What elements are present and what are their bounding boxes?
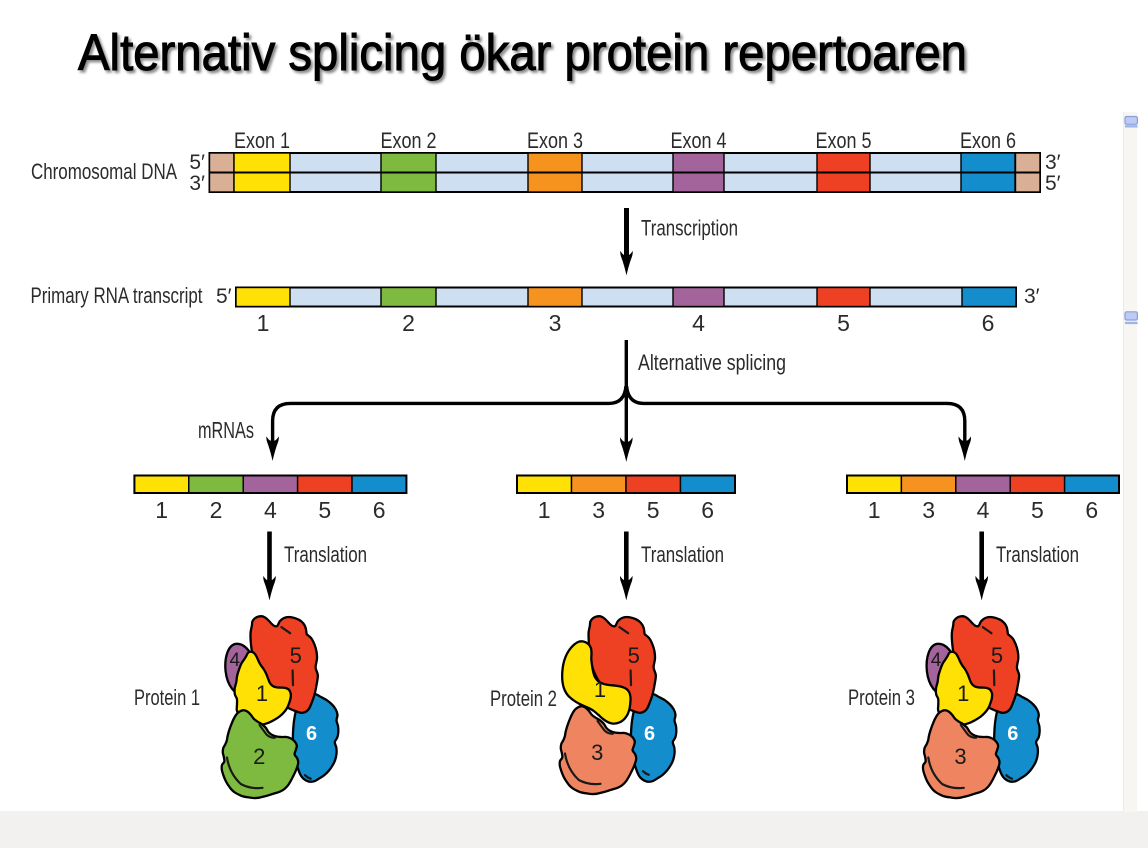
svg-text:5: 5 <box>628 643 640 668</box>
svg-text:1: 1 <box>257 310 270 336</box>
svg-text:2: 2 <box>402 310 415 336</box>
svg-text:Exon 5: Exon 5 <box>816 128 872 153</box>
svg-text:Translation: Translation <box>641 542 724 567</box>
svg-text:1: 1 <box>538 497 551 523</box>
svg-text:5: 5 <box>290 643 302 668</box>
svg-text:1: 1 <box>155 497 168 523</box>
svg-text:Exon 3: Exon 3 <box>527 128 583 153</box>
svg-text:5: 5 <box>837 310 850 336</box>
svg-text:6: 6 <box>1085 497 1098 523</box>
svg-text:2: 2 <box>253 744 265 769</box>
svg-text:4: 4 <box>931 650 942 671</box>
svg-text:Exon 2: Exon 2 <box>381 128 437 153</box>
svg-text:Translation: Translation <box>996 542 1079 567</box>
svg-text:Translation: Translation <box>284 542 367 567</box>
svg-text:mRNAs: mRNAs <box>198 417 254 443</box>
svg-text:Protein 3: Protein 3 <box>848 685 915 710</box>
svg-text:6: 6 <box>1007 723 1018 745</box>
svg-text:Chromosomal DNA: Chromosomal DNA <box>31 159 177 184</box>
svg-text:1: 1 <box>868 497 881 523</box>
svg-text:6: 6 <box>373 497 386 523</box>
svg-text:1: 1 <box>957 681 969 706</box>
svg-text:3: 3 <box>922 497 935 523</box>
svg-text:3: 3 <box>591 740 603 765</box>
svg-text:5: 5 <box>318 497 331 523</box>
svg-text:3′: 3′ <box>1045 151 1061 174</box>
svg-text:Exon 1: Exon 1 <box>234 128 290 153</box>
svg-text:6: 6 <box>306 723 317 745</box>
svg-text:5: 5 <box>647 497 660 523</box>
svg-text:Primary RNA transcript: Primary RNA transcript <box>31 283 203 308</box>
svg-text:Exon 4: Exon 4 <box>671 128 727 153</box>
svg-text:3: 3 <box>954 744 966 769</box>
svg-text:6: 6 <box>701 497 714 523</box>
svg-text:5: 5 <box>991 643 1003 668</box>
svg-text:Transcription: Transcription <box>641 216 738 241</box>
svg-text:Protein 2: Protein 2 <box>490 686 557 711</box>
svg-text:1: 1 <box>594 677 606 702</box>
svg-text:Protein 1: Protein 1 <box>134 685 200 710</box>
svg-text:3′: 3′ <box>1024 285 1040 308</box>
svg-text:3: 3 <box>549 310 562 336</box>
svg-text:4: 4 <box>977 497 990 523</box>
svg-text:5′: 5′ <box>189 151 205 174</box>
svg-text:Alternative splicing: Alternative splicing <box>638 350 786 375</box>
svg-text:5: 5 <box>1031 497 1044 523</box>
svg-text:5′: 5′ <box>216 285 232 308</box>
svg-text:3: 3 <box>592 497 605 523</box>
svg-text:4: 4 <box>264 497 277 523</box>
svg-text:Alternativ splicing ökar prote: Alternativ splicing ökar protein reperto… <box>78 24 967 81</box>
svg-text:3′: 3′ <box>189 172 205 195</box>
svg-text:6: 6 <box>644 723 655 745</box>
svg-text:2: 2 <box>210 497 223 523</box>
svg-text:6: 6 <box>982 310 995 336</box>
svg-text:1: 1 <box>256 681 268 706</box>
svg-text:4: 4 <box>692 310 705 336</box>
svg-text:4: 4 <box>230 650 241 671</box>
svg-text:Exon 6: Exon 6 <box>960 128 1016 153</box>
svg-text:5′: 5′ <box>1045 172 1061 195</box>
